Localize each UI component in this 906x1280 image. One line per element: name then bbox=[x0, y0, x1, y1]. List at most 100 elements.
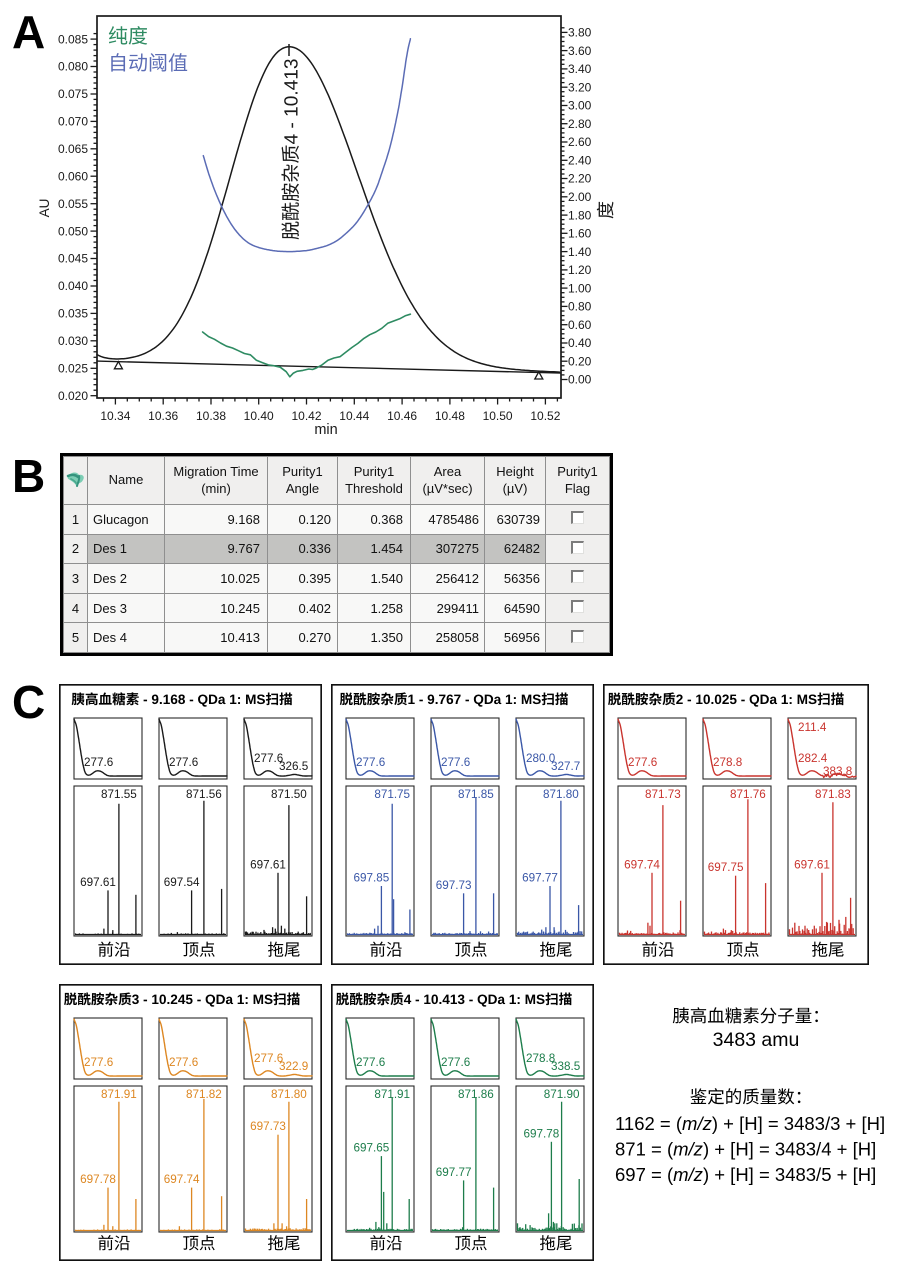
svg-text:871.90: 871.90 bbox=[544, 1088, 580, 1101]
svg-text:871.55: 871.55 bbox=[101, 788, 137, 801]
svg-text:0.080: 0.080 bbox=[58, 60, 88, 74]
svg-text:277.6: 277.6 bbox=[169, 1056, 198, 1069]
svg-text:3.20: 3.20 bbox=[568, 80, 592, 94]
svg-text:277.6: 277.6 bbox=[84, 756, 113, 769]
svg-text:0.075: 0.075 bbox=[58, 87, 88, 101]
svg-text:AU: AU bbox=[37, 199, 52, 218]
svg-text:277.6: 277.6 bbox=[84, 1056, 113, 1069]
svg-text:2.40: 2.40 bbox=[568, 154, 592, 168]
svg-text:10.48: 10.48 bbox=[435, 409, 465, 423]
svg-text:871.56: 871.56 bbox=[186, 788, 222, 801]
svg-text:C: C bbox=[12, 676, 45, 728]
svg-text:0.020: 0.020 bbox=[58, 389, 88, 403]
svg-text:277.6: 277.6 bbox=[169, 756, 198, 769]
svg-text:697.85: 697.85 bbox=[354, 872, 390, 885]
svg-text:871.80: 871.80 bbox=[543, 788, 579, 801]
svg-text:0.60: 0.60 bbox=[568, 318, 592, 332]
svg-text:0.070: 0.070 bbox=[58, 115, 88, 129]
svg-text:697.65: 697.65 bbox=[354, 1142, 390, 1155]
svg-text:211.4: 211.4 bbox=[798, 721, 827, 734]
svg-text:0.045: 0.045 bbox=[58, 252, 88, 266]
svg-text:697.74: 697.74 bbox=[164, 1173, 200, 1186]
svg-text:1.60: 1.60 bbox=[568, 227, 592, 241]
svg-text:0.085: 0.085 bbox=[58, 32, 88, 46]
svg-text:697.54: 697.54 bbox=[164, 876, 200, 889]
svg-text:277.6: 277.6 bbox=[254, 1052, 283, 1065]
svg-text:2.20: 2.20 bbox=[568, 172, 592, 186]
svg-text:0.065: 0.065 bbox=[58, 142, 88, 156]
svg-text:697.73: 697.73 bbox=[436, 879, 472, 892]
svg-text:3.60: 3.60 bbox=[568, 44, 592, 58]
svg-text:326.5: 326.5 bbox=[279, 760, 309, 773]
svg-text:327.7: 327.7 bbox=[551, 760, 580, 773]
svg-text:0.060: 0.060 bbox=[58, 170, 88, 184]
svg-text:0.80: 0.80 bbox=[568, 300, 592, 314]
svg-text:2.80: 2.80 bbox=[568, 117, 592, 131]
svg-text:697.78: 697.78 bbox=[524, 1127, 560, 1140]
svg-text:871.91: 871.91 bbox=[374, 1088, 410, 1101]
svg-text:min: min bbox=[314, 422, 337, 438]
svg-text:10.40: 10.40 bbox=[244, 409, 274, 423]
svg-text:383.8: 383.8 bbox=[823, 765, 852, 778]
svg-text:871.85: 871.85 bbox=[458, 788, 494, 801]
svg-text:1162 = (m/z) + [H] = 3483/3 +: 1162 = (m/z) + [H] = 3483/3 + [H] bbox=[615, 1113, 885, 1134]
svg-text:0.040: 0.040 bbox=[58, 279, 88, 293]
svg-text:0.055: 0.055 bbox=[58, 197, 88, 211]
svg-text:697.61: 697.61 bbox=[794, 858, 830, 871]
svg-text:697 = (m/z) + [H] = 3483/5 + [: 697 = (m/z) + [H] = 3483/5 + [H] bbox=[615, 1164, 876, 1185]
svg-text:697.75: 697.75 bbox=[708, 861, 744, 874]
svg-text:871.75: 871.75 bbox=[374, 788, 410, 801]
svg-text:3.80: 3.80 bbox=[568, 26, 592, 40]
svg-text:2.00: 2.00 bbox=[568, 190, 592, 204]
svg-text:282.4: 282.4 bbox=[798, 752, 828, 765]
svg-text:280.0: 280.0 bbox=[526, 752, 556, 765]
svg-text:697.61: 697.61 bbox=[80, 876, 116, 889]
svg-text:871.50: 871.50 bbox=[271, 788, 307, 801]
svg-text:697.74: 697.74 bbox=[624, 858, 660, 871]
svg-text:3.00: 3.00 bbox=[568, 99, 592, 113]
svg-text:1.40: 1.40 bbox=[568, 245, 592, 259]
svg-text:871.73: 871.73 bbox=[645, 788, 681, 801]
svg-text:277.6: 277.6 bbox=[441, 1056, 470, 1069]
svg-text:3483 amu: 3483 amu bbox=[713, 1029, 800, 1051]
svg-text:277.6: 277.6 bbox=[356, 1056, 385, 1069]
svg-text:871.91: 871.91 bbox=[101, 1088, 137, 1101]
svg-text:3.40: 3.40 bbox=[568, 62, 592, 76]
svg-text:277.6: 277.6 bbox=[441, 756, 470, 769]
svg-text:1.00: 1.00 bbox=[568, 281, 592, 295]
svg-text:697.77: 697.77 bbox=[436, 1166, 472, 1179]
svg-text:278.8: 278.8 bbox=[713, 756, 742, 769]
svg-text:2.60: 2.60 bbox=[568, 135, 592, 149]
svg-text:0.025: 0.025 bbox=[58, 362, 88, 376]
svg-text:10.36: 10.36 bbox=[148, 409, 178, 423]
svg-text:10.42: 10.42 bbox=[291, 409, 321, 423]
svg-text:871.80: 871.80 bbox=[271, 1088, 307, 1101]
svg-text:277.6: 277.6 bbox=[356, 756, 385, 769]
svg-text:0.030: 0.030 bbox=[58, 334, 88, 348]
svg-text:697.61: 697.61 bbox=[250, 858, 286, 871]
svg-text:10.46: 10.46 bbox=[387, 409, 417, 423]
svg-text:0.035: 0.035 bbox=[58, 307, 88, 321]
svg-text:871.76: 871.76 bbox=[730, 788, 766, 801]
svg-text:277.6: 277.6 bbox=[628, 756, 657, 769]
svg-text:697.78: 697.78 bbox=[80, 1173, 116, 1186]
svg-text:277.6: 277.6 bbox=[254, 752, 283, 765]
svg-text:1.20: 1.20 bbox=[568, 263, 592, 277]
svg-text:0.20: 0.20 bbox=[568, 354, 592, 368]
svg-text:871 = (m/z) + [H] = 3483/4 + [: 871 = (m/z) + [H] = 3483/4 + [H] bbox=[615, 1139, 876, 1160]
svg-text:B: B bbox=[12, 450, 45, 502]
svg-text:10.34: 10.34 bbox=[100, 409, 130, 423]
svg-text:338.5: 338.5 bbox=[551, 1060, 581, 1073]
svg-text:322.9: 322.9 bbox=[279, 1060, 308, 1073]
svg-text:10.38: 10.38 bbox=[196, 409, 226, 423]
svg-text:871.83: 871.83 bbox=[815, 788, 851, 801]
svg-text:0.00: 0.00 bbox=[568, 373, 592, 387]
svg-text:871.86: 871.86 bbox=[458, 1088, 494, 1101]
svg-text:10.52: 10.52 bbox=[530, 409, 560, 423]
svg-text:697.73: 697.73 bbox=[250, 1120, 286, 1133]
svg-text:10.44: 10.44 bbox=[339, 409, 369, 423]
svg-text:0.40: 0.40 bbox=[568, 336, 592, 350]
svg-text:0.050: 0.050 bbox=[58, 224, 88, 238]
svg-text:278.8: 278.8 bbox=[526, 1052, 555, 1065]
svg-text:871.82: 871.82 bbox=[186, 1088, 222, 1101]
